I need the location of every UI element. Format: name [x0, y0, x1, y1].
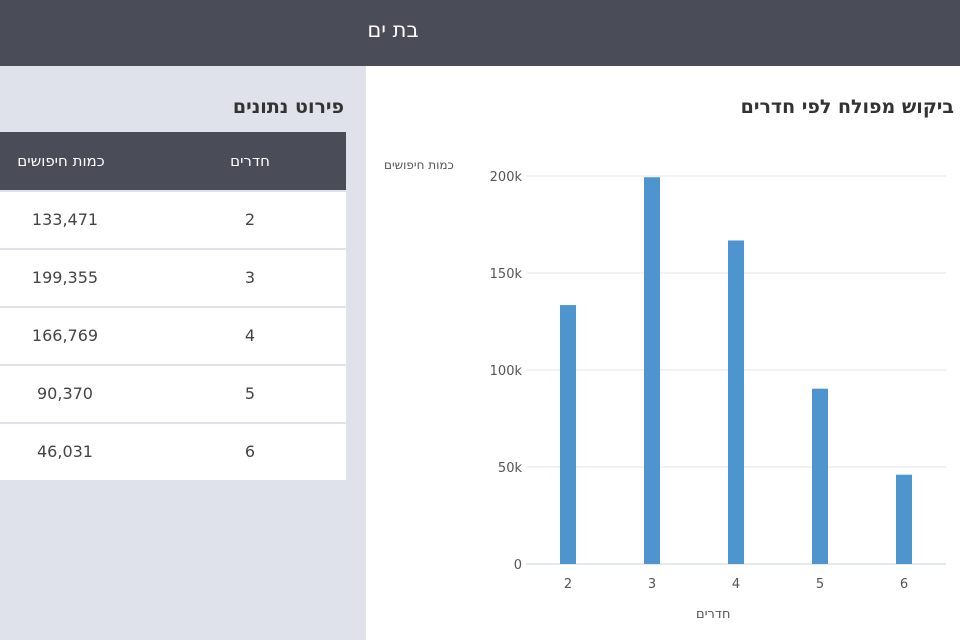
table-row: 3 199,355: [0, 250, 346, 306]
top-header-bar: בת ים: [0, 0, 960, 66]
column-header-searches: כמות חיפושים: [17, 152, 105, 170]
bar-rooms-4[interactable]: [728, 240, 744, 564]
table-row: 2 133,471: [0, 192, 346, 248]
y-tick-label: 50k: [498, 461, 523, 476]
rooms-cell: 4: [244, 326, 256, 345]
y-tick-label: 0: [514, 558, 522, 573]
y-tick-label: 200k: [490, 170, 523, 185]
y-tick-label: 100k: [490, 364, 523, 379]
data-breakdown-panel: פירוט נתונים חדרים כמות חיפושים 2 133,47…: [0, 66, 366, 640]
bar-rooms-6[interactable]: [896, 474, 912, 564]
table-row: 5 90,370: [0, 366, 346, 422]
bar-rooms-2[interactable]: [560, 305, 576, 564]
x-tick-label: 5: [816, 577, 824, 592]
bar-rooms-5[interactable]: [812, 388, 828, 564]
table-header: חדרים כמות חיפושים: [0, 132, 346, 190]
searches-cell: 46,031: [37, 442, 93, 461]
x-tick-label: 2: [564, 577, 572, 592]
searches-cell: 199,355: [31, 268, 99, 287]
table-row: 6 46,031: [0, 424, 346, 480]
rooms-cell: 3: [244, 268, 256, 287]
searches-cell: 133,471: [31, 210, 99, 229]
city-title: בת ים: [367, 18, 419, 42]
chart-panel: ביקוש מפולח לפי חדרים כמות חיפושים חדרים…: [366, 66, 960, 640]
rooms-cell: 2: [244, 210, 256, 229]
bar-rooms-3[interactable]: [644, 177, 660, 565]
column-header-rooms: חדרים: [230, 152, 270, 170]
x-tick-label: 3: [648, 577, 656, 592]
searches-cell: 90,370: [37, 384, 93, 403]
table-row: 4 166,769: [0, 308, 346, 364]
bar-chart: 0 50k 100k 150k 200k 2 3 4 5 6: [490, 170, 946, 592]
y-axis-label: כמות חיפושים: [384, 158, 454, 172]
x-tick-label: 6: [900, 577, 908, 592]
x-axis-label: חדרים: [696, 607, 731, 622]
data-breakdown-title: פירוט נתונים: [232, 96, 344, 118]
rooms-cell: 6: [244, 442, 256, 461]
x-tick-label: 4: [732, 577, 740, 592]
chart-title: ביקוש מפולח לפי חדרים: [740, 96, 954, 118]
y-tick-label: 150k: [490, 267, 523, 282]
searches-cell: 166,769: [31, 326, 99, 345]
data-table: חדרים כמות חיפושים 2 133,471 3 199,355 4…: [0, 132, 346, 480]
rooms-cell: 5: [244, 384, 256, 403]
